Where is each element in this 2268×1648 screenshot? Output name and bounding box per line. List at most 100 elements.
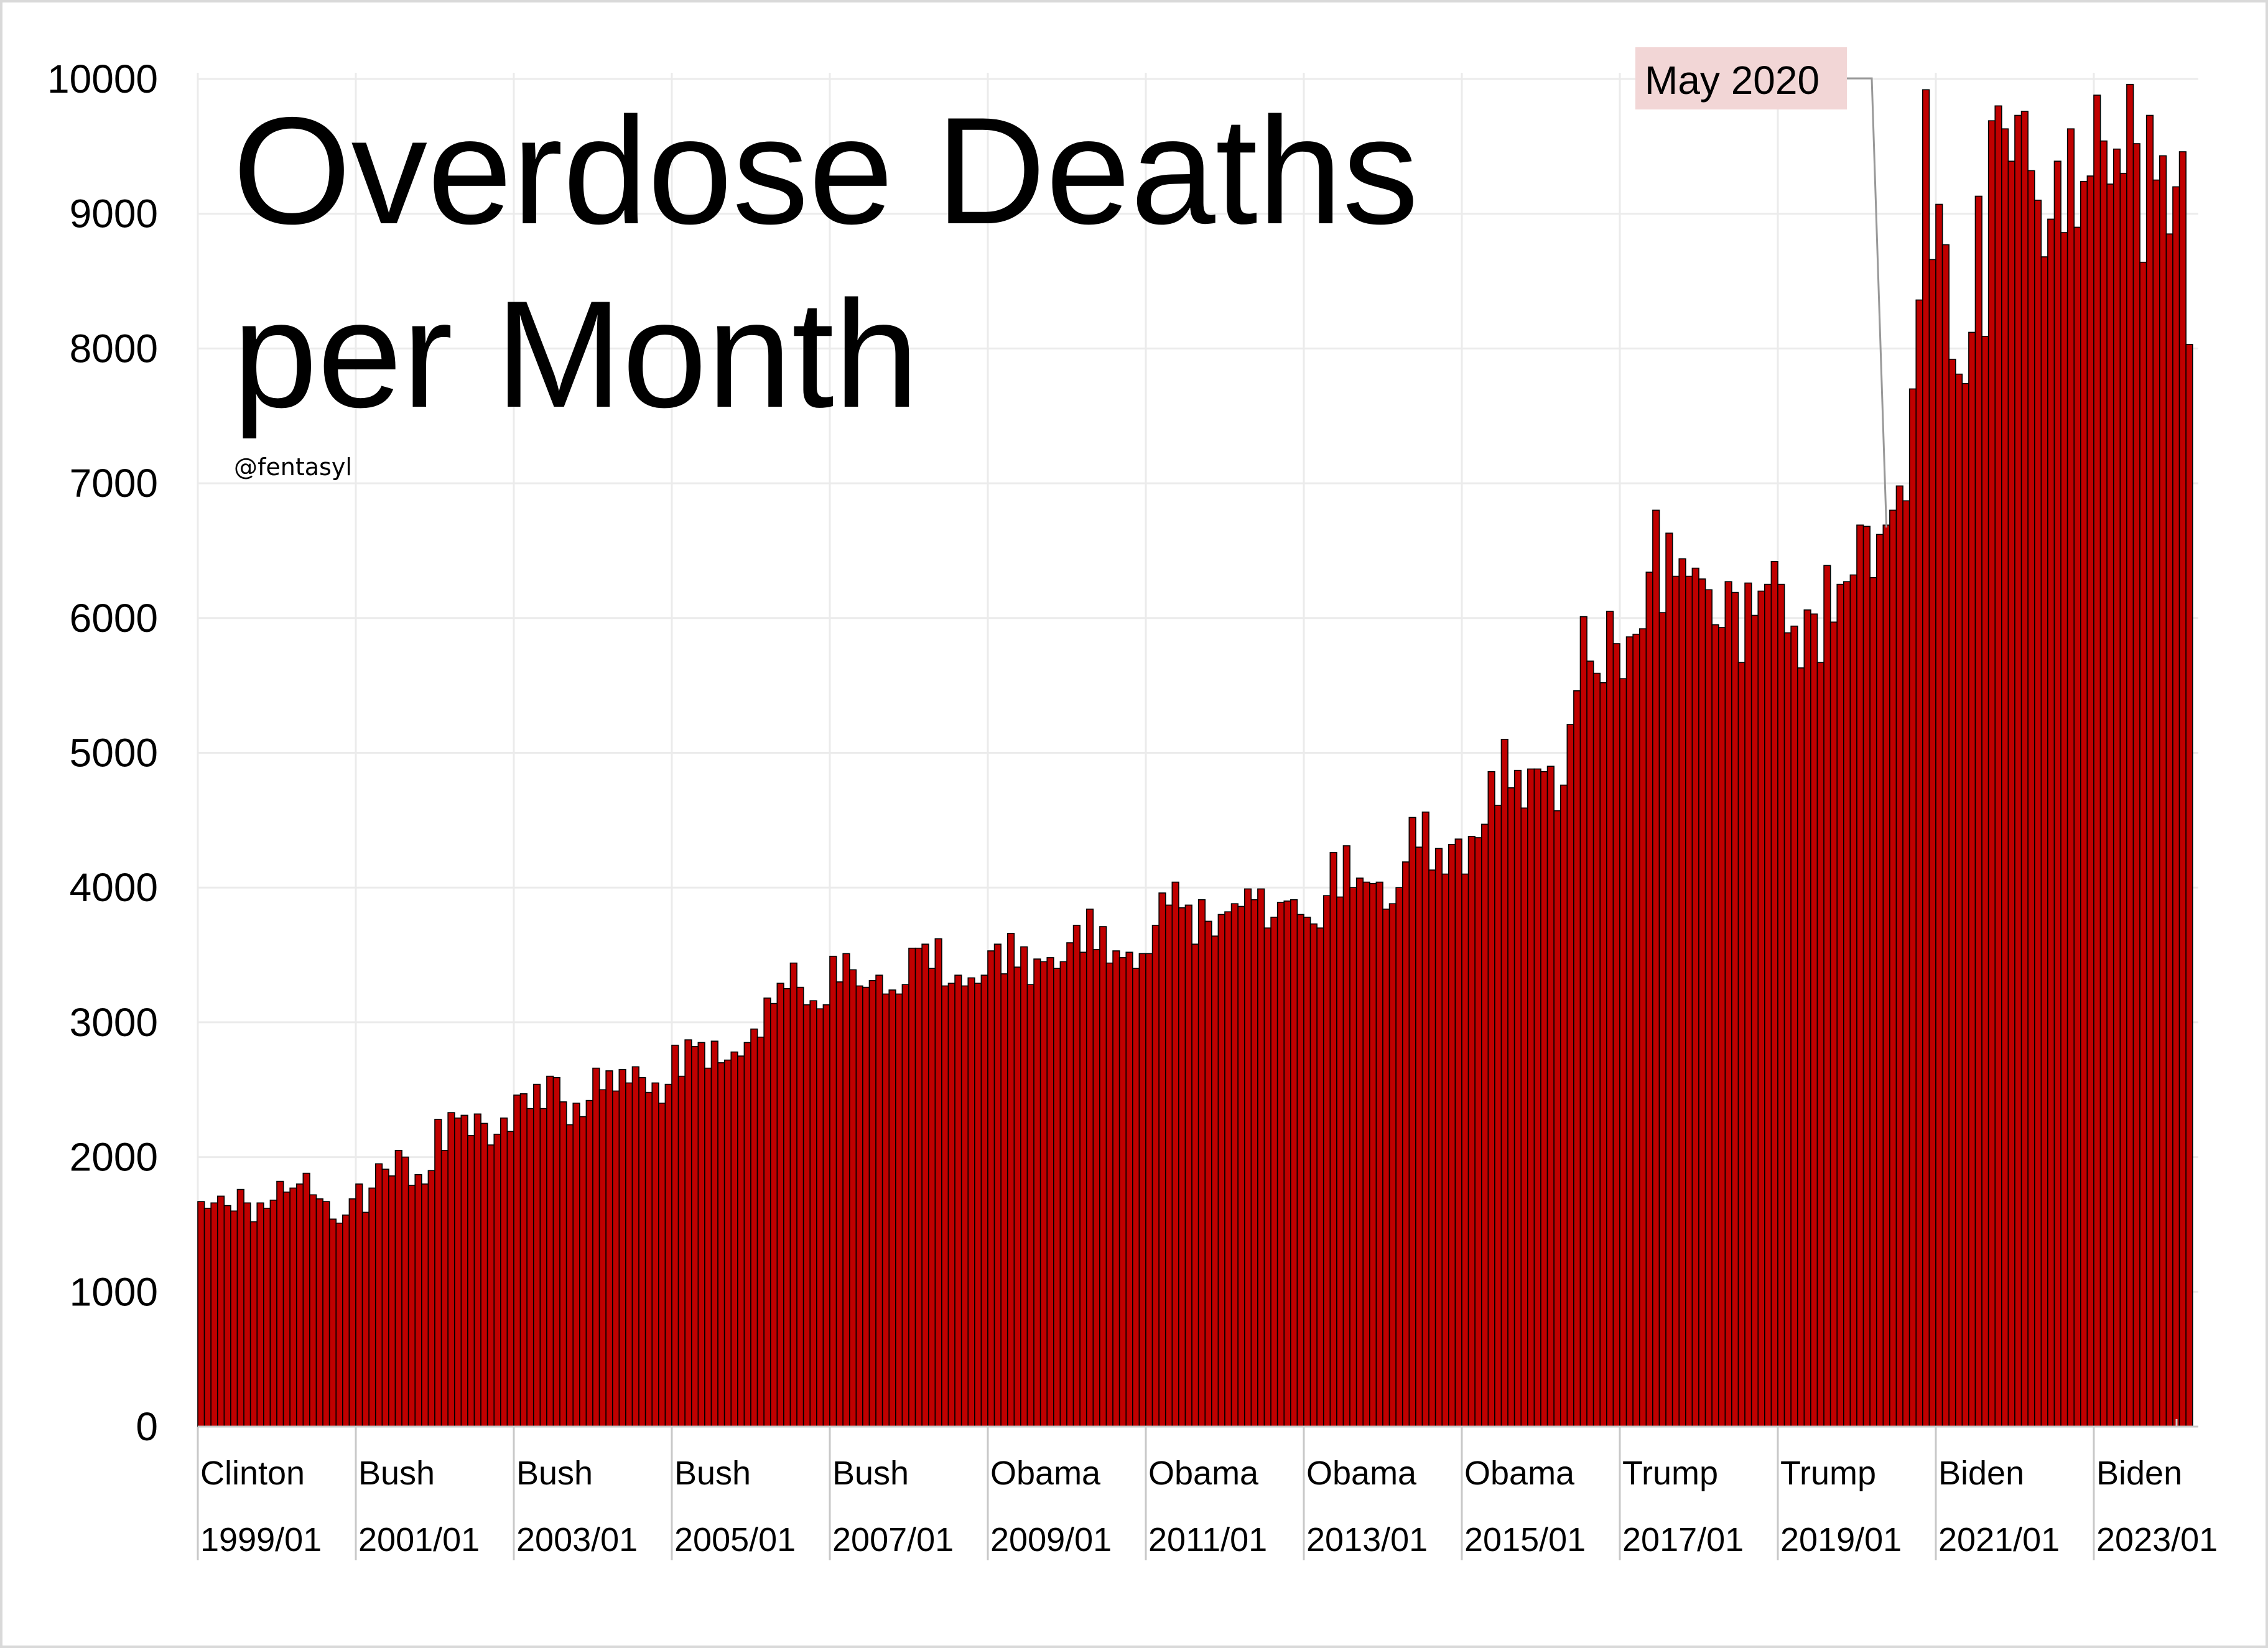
bar bbox=[750, 1028, 758, 1427]
bar bbox=[2159, 155, 2167, 1427]
bar bbox=[1342, 845, 1350, 1427]
x-period-label: Bush bbox=[674, 1455, 751, 1492]
bar bbox=[829, 955, 837, 1427]
bar bbox=[1303, 917, 1311, 1427]
bar bbox=[1632, 633, 1640, 1427]
bar bbox=[881, 993, 890, 1427]
bar bbox=[1026, 984, 1034, 1427]
bar bbox=[2172, 186, 2180, 1427]
bar bbox=[835, 981, 844, 1427]
annotation-label: May 2020 bbox=[1645, 58, 1820, 103]
may-2020-annotation: May 2020 bbox=[1635, 47, 1888, 528]
bar bbox=[611, 1090, 620, 1427]
bar bbox=[1862, 525, 1871, 1427]
bar bbox=[1796, 667, 1805, 1427]
bar bbox=[1895, 485, 1903, 1427]
bar bbox=[816, 1008, 824, 1427]
bar bbox=[1382, 909, 1390, 1427]
bar bbox=[1994, 105, 2002, 1427]
bar bbox=[743, 1042, 751, 1427]
y-tick-label: 9000 bbox=[70, 192, 158, 236]
bar bbox=[993, 943, 1002, 1427]
bar bbox=[374, 1163, 383, 1427]
bar bbox=[355, 1183, 363, 1427]
annotation-box bbox=[1635, 47, 1847, 109]
bar bbox=[1658, 612, 1666, 1427]
x-period-label: Biden bbox=[1938, 1455, 2024, 1492]
bar bbox=[2080, 180, 2088, 1427]
bar bbox=[493, 1134, 501, 1427]
bar bbox=[1257, 888, 1265, 1427]
bar bbox=[776, 983, 784, 1427]
bar bbox=[539, 1108, 547, 1427]
bar bbox=[1270, 917, 1278, 1427]
bar bbox=[1316, 927, 1324, 1427]
bar bbox=[1928, 259, 1936, 1427]
bar bbox=[2139, 261, 2147, 1427]
bar bbox=[1717, 627, 1726, 1427]
bar bbox=[546, 1075, 554, 1427]
bar bbox=[664, 1083, 672, 1427]
bar bbox=[934, 938, 942, 1427]
y-tick-label: 2000 bbox=[70, 1135, 158, 1180]
bar bbox=[967, 977, 975, 1427]
bar bbox=[1592, 672, 1601, 1427]
bar bbox=[888, 989, 896, 1427]
x-period-label: Bush bbox=[516, 1455, 593, 1492]
bar bbox=[1790, 625, 1798, 1427]
bar bbox=[901, 984, 909, 1427]
bar bbox=[783, 988, 791, 1427]
bar bbox=[1573, 690, 1581, 1427]
bar bbox=[276, 1180, 284, 1427]
bar bbox=[974, 983, 982, 1427]
bar bbox=[486, 1144, 495, 1427]
bar bbox=[1764, 583, 1772, 1427]
bar bbox=[644, 1091, 653, 1427]
bars bbox=[197, 83, 2193, 1427]
x-tick-label: 2011/01 bbox=[1148, 1521, 1267, 1558]
bar bbox=[1645, 572, 1653, 1427]
bar bbox=[2119, 172, 2127, 1427]
bar bbox=[1178, 907, 1186, 1427]
bar bbox=[348, 1198, 356, 1427]
x-tick-label: 2021/01 bbox=[1938, 1521, 2060, 1558]
bar bbox=[421, 1183, 429, 1427]
bar bbox=[1112, 950, 1120, 1427]
bar bbox=[256, 1202, 264, 1427]
bar bbox=[769, 1002, 778, 1427]
bar bbox=[2027, 170, 2035, 1427]
bar bbox=[1507, 787, 1515, 1427]
bar bbox=[1527, 768, 1535, 1427]
bar bbox=[1816, 662, 1824, 1427]
bar bbox=[1757, 590, 1765, 1427]
bar bbox=[651, 1082, 659, 1427]
bar bbox=[671, 1044, 679, 1427]
bar bbox=[1263, 927, 1271, 1427]
bar bbox=[1777, 583, 1785, 1427]
bar bbox=[2086, 175, 2094, 1427]
bar bbox=[572, 1103, 580, 1427]
bar bbox=[559, 1101, 567, 1427]
bar bbox=[216, 1195, 225, 1427]
bar bbox=[1336, 896, 1344, 1427]
bar bbox=[1783, 632, 1792, 1427]
bar bbox=[1619, 678, 1627, 1427]
bar bbox=[2033, 200, 2042, 1427]
y-tick-label: 6000 bbox=[70, 596, 158, 641]
bar bbox=[1513, 769, 1522, 1427]
bar bbox=[1421, 812, 1429, 1427]
bar bbox=[802, 1004, 811, 1427]
bar bbox=[480, 1123, 488, 1427]
bar bbox=[1276, 902, 1285, 1427]
bar bbox=[1349, 887, 1357, 1427]
bar bbox=[1724, 581, 1732, 1427]
bar bbox=[243, 1202, 251, 1427]
bar bbox=[1191, 943, 1199, 1427]
bar bbox=[1961, 382, 1969, 1427]
bar bbox=[1250, 899, 1258, 1427]
bar bbox=[1164, 904, 1173, 1427]
bar bbox=[1935, 203, 1943, 1427]
bar bbox=[2093, 95, 2101, 1427]
bar bbox=[1685, 575, 1693, 1427]
bar bbox=[500, 1118, 508, 1427]
